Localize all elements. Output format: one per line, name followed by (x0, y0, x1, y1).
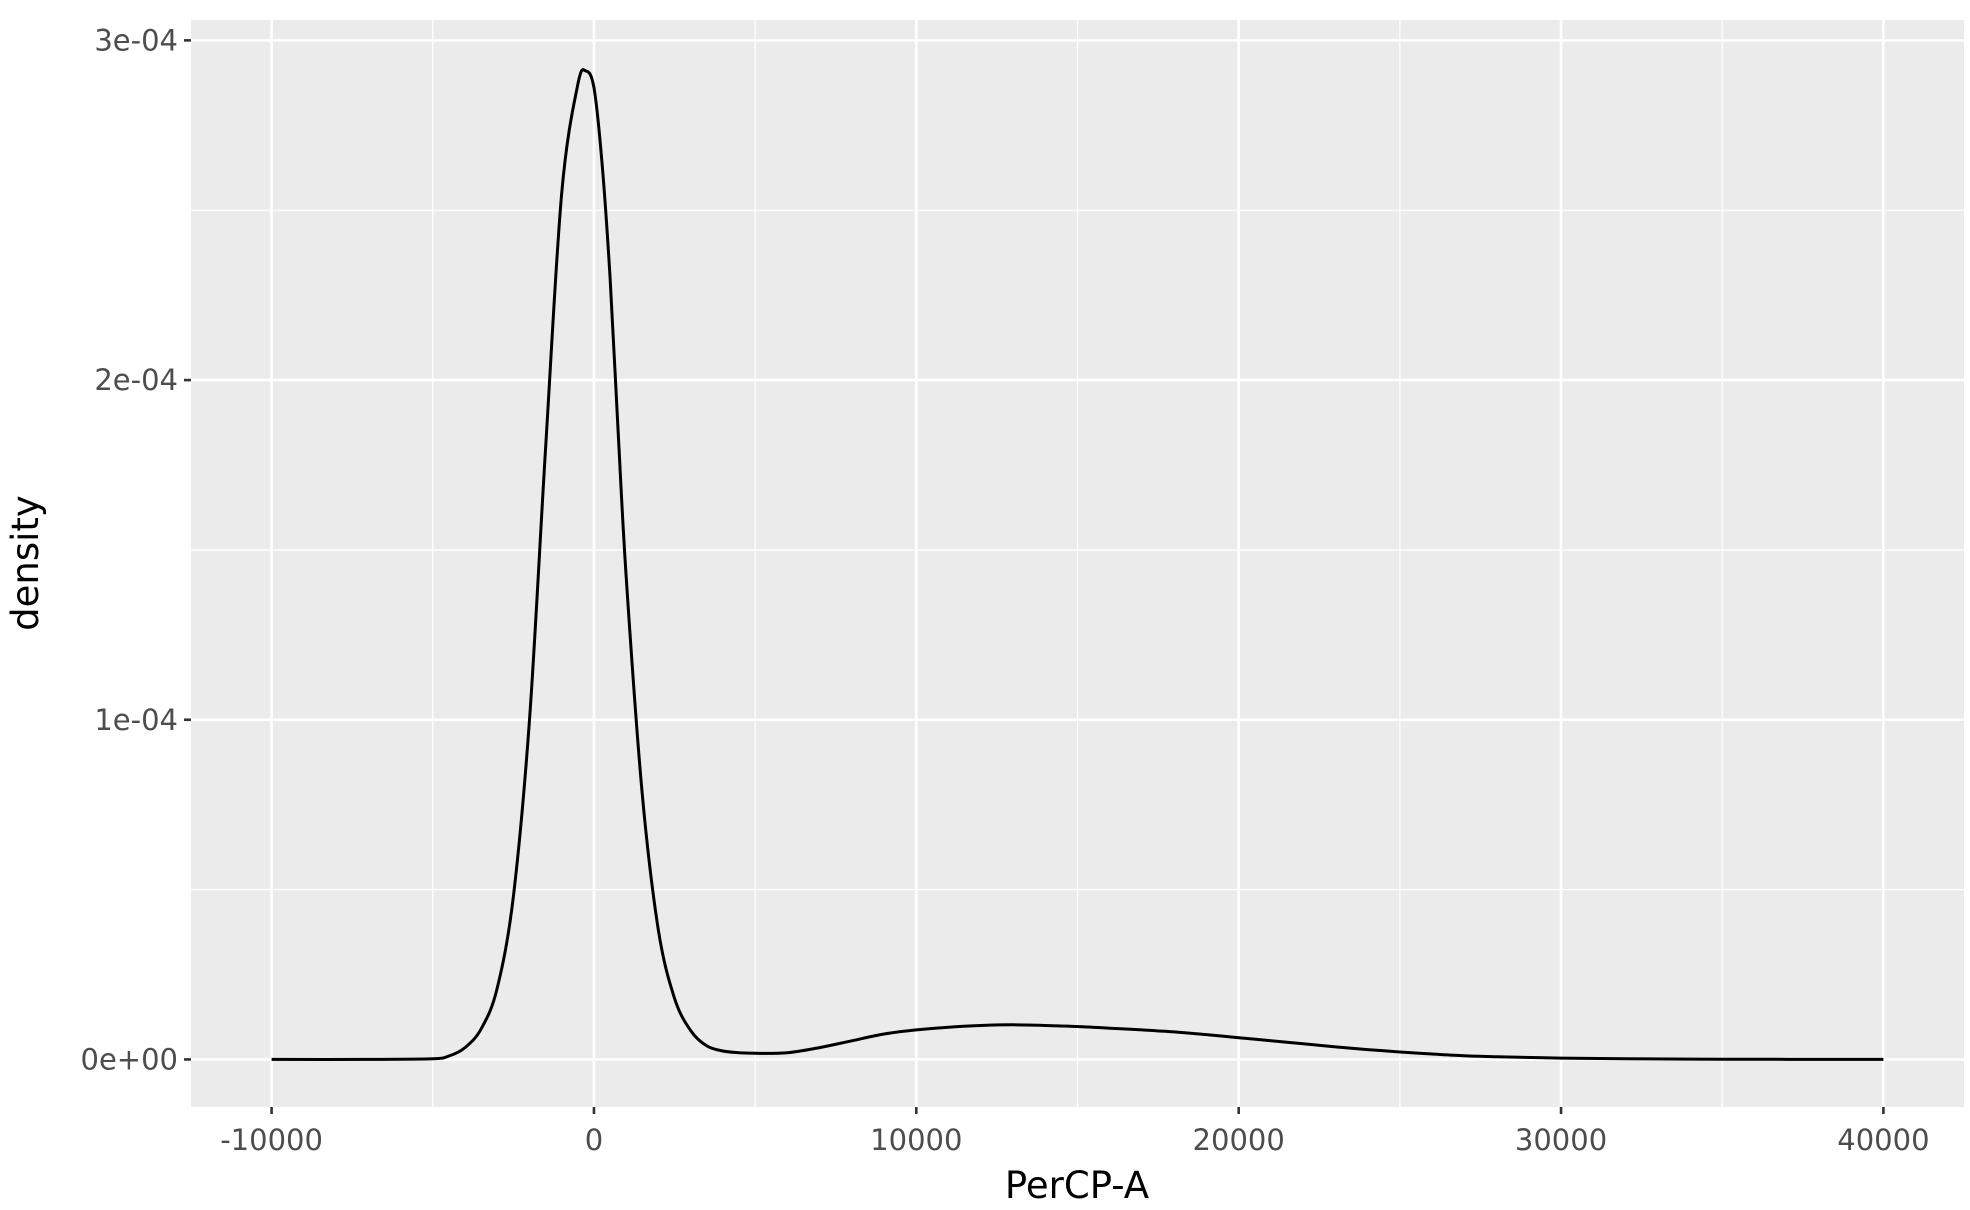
x-tick-label: 10000 (870, 1123, 962, 1157)
x-tick-label: 20000 (1193, 1123, 1285, 1157)
x-tick-label: 40000 (1837, 1123, 1929, 1157)
x-tick-label: -10000 (220, 1123, 323, 1157)
y-axis-title: density (4, 495, 47, 631)
y-tick-label: 2e-04 (94, 363, 178, 397)
density-curve (271, 68, 1884, 1061)
minor-grid (191, 20, 1964, 1107)
x-axis: -10000 0 10000 20000 30000 40000 (220, 1107, 1930, 1157)
x-tick-label: 30000 (1515, 1123, 1607, 1157)
y-tick-label: 1e-04 (94, 703, 178, 737)
major-grid (191, 20, 1964, 1107)
x-axis-title: PerCP-A (1005, 1164, 1149, 1207)
y-axis: 0e+00 1e-04 2e-04 3e-04 (81, 23, 191, 1076)
y-tick-label: 3e-04 (94, 23, 178, 57)
y-tick-label: 0e+00 (81, 1042, 179, 1076)
x-tick-label: 0 (585, 1123, 603, 1157)
